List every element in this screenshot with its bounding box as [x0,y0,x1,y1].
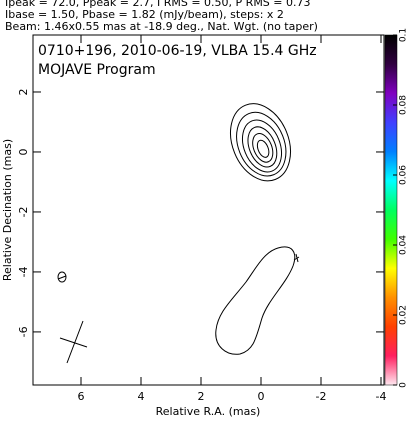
x-axis-label: Relative R.A. (mas) [156,405,261,418]
contour [241,119,283,173]
x-tick-label: 0 [258,390,265,403]
y-tick-label: -4 [17,266,30,277]
header-line: Beam: 1.46x0.55 mas at -18.9 deg., Nat. … [5,20,318,33]
y-tick-label: 0 [17,148,30,155]
x-tick-label: 4 [138,390,145,403]
y-tick-label: -6 [17,326,30,337]
colorbar-tick-label: 0.02 [399,305,409,325]
chart-subtitle: MOJAVE Program [38,62,156,78]
contour [252,133,274,163]
header-line: Ipeak = 72.0, Ppeak = 2.7, I RMS = 0.50,… [5,0,311,9]
contour [215,246,296,355]
contour [230,103,291,182]
chart-title: 0710+196, 2010-06-19, VLBA 15.4 GHz [38,43,317,59]
colorbar [384,34,398,386]
plot-frame [32,34,385,386]
contour [256,139,270,158]
y-axis-label: Relative Decination (mas) [1,139,14,281]
x-tick-label: -4 [376,390,387,403]
x-tick-label: 2 [198,390,205,403]
contour [247,126,278,168]
colorbar-tick-label: 0.1 [399,28,409,42]
colorbar-tick-label: 0.04 [399,235,409,255]
y-tick-label: 2 [17,88,30,95]
beam [59,320,88,364]
colorbar-tick-label: 0.06 [399,165,409,185]
contours [230,103,291,182]
contour [57,275,67,280]
colorbar-tick-label: 0 [399,382,409,388]
header-line: Ibase = 1.50, Pbase = 1.82 (mJy/beam), s… [5,8,284,21]
x-tick-label: -2 [316,390,327,403]
x-tick-label: 6 [78,390,85,403]
contour [293,253,300,263]
contour [57,271,67,283]
colorbar-tick-label: 0.08 [399,95,409,115]
y-tick-label: -2 [17,206,30,217]
